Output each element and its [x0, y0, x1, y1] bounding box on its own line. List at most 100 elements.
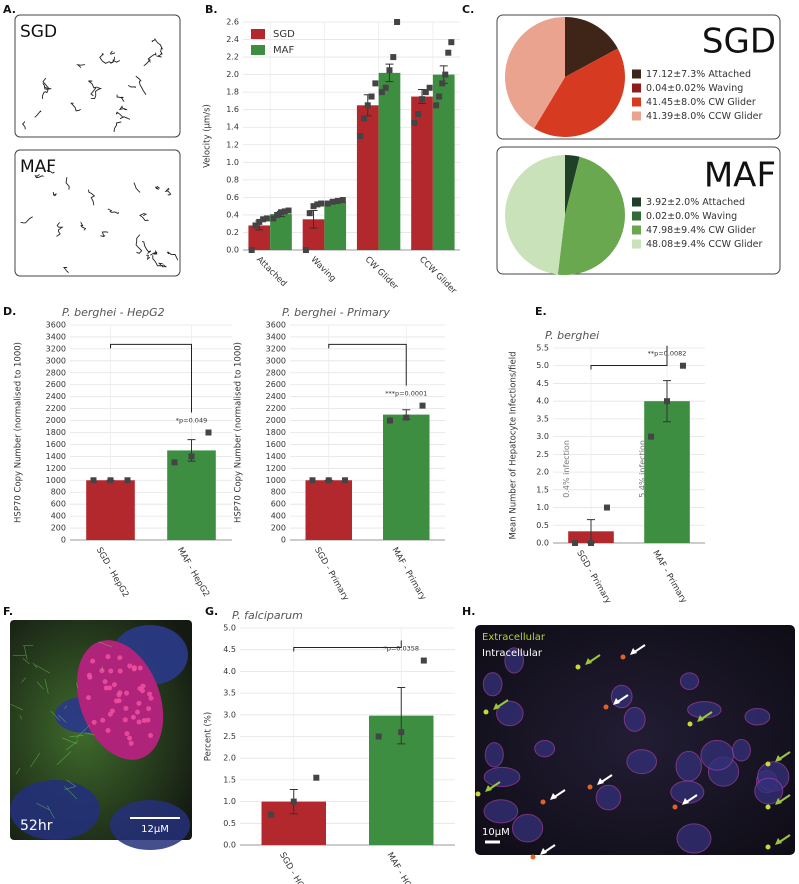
data-point: [309, 477, 316, 484]
legend-label: 47.98±9.4% CW Glider: [646, 225, 756, 236]
filament: [56, 751, 72, 765]
data-point: [398, 729, 405, 736]
dot: [105, 727, 111, 733]
cell: [744, 707, 771, 726]
y-tick-label: 2800: [266, 368, 286, 377]
chart-title: P. falciparum: [232, 609, 303, 622]
pie-slice: [565, 156, 580, 215]
bar-note: 5.4% infection: [638, 440, 647, 498]
parasite: [687, 721, 693, 727]
y-tick-label: 1000: [266, 476, 286, 485]
pie-title: SGD: [702, 22, 776, 62]
filament: [15, 768, 21, 775]
y-tick-label: 1.2: [226, 140, 239, 149]
y-tick-label: 2200: [266, 404, 286, 413]
cell: [496, 700, 524, 727]
parasite: [765, 804, 771, 810]
filament: [21, 677, 26, 683]
cell: [754, 777, 784, 805]
y-tick-label: 1.5: [536, 485, 549, 494]
data-point: [588, 540, 594, 546]
y-tick-label: 2800: [46, 368, 66, 377]
dot: [137, 665, 143, 671]
trail: [146, 254, 151, 261]
chart-title: P. berghei - HepG2: [62, 306, 165, 319]
filament: [47, 805, 55, 819]
arrow-head: [540, 848, 547, 855]
filament: [10, 703, 24, 711]
dot: [148, 733, 154, 739]
y-tick-label: 1600: [46, 440, 66, 449]
y-tick-label: 2.6: [226, 18, 239, 27]
legend-swatch: [632, 83, 641, 93]
y-tick-label: 1.0: [536, 503, 549, 512]
data-point: [260, 216, 267, 223]
data-point: [256, 218, 263, 225]
data-point: [171, 459, 178, 466]
data-point: [664, 398, 670, 405]
legend-value: 41.45±8.0%: [646, 97, 705, 108]
dot: [123, 705, 129, 711]
y-tick-label: 1.0: [223, 797, 236, 806]
y-tick-label: 0.5: [536, 521, 549, 530]
bar: [324, 201, 347, 250]
data-point: [306, 210, 313, 217]
filament: [44, 678, 49, 694]
trail: [80, 221, 87, 231]
panel-label: A.: [3, 3, 16, 16]
data-point: [188, 453, 195, 460]
arrow-head: [493, 703, 500, 710]
data-point: [313, 774, 320, 781]
legend-value: 41.39±8.0%: [646, 111, 705, 122]
legend-category: Attached: [702, 197, 745, 208]
trail: [127, 85, 136, 88]
trail: [164, 187, 172, 196]
trail: [154, 38, 164, 55]
trail: [70, 102, 81, 112]
data-point: [368, 93, 375, 100]
legend-value: 0.02±0.0%: [646, 211, 699, 222]
panel-label: E.: [535, 305, 547, 318]
trail: [150, 250, 158, 256]
trail: [143, 52, 157, 67]
legend-value: 47.98±9.4%: [646, 225, 705, 236]
y-tick-label: 2.5: [536, 450, 549, 459]
y-tick-label: 0.0: [536, 539, 549, 548]
y-tick-label: 0.5: [223, 819, 236, 828]
trail: [87, 80, 98, 97]
dot: [127, 735, 133, 741]
data-point: [310, 203, 317, 210]
parasite: [765, 844, 771, 850]
dot: [117, 690, 123, 696]
y-tick-label: 600: [51, 500, 66, 509]
legend-category: Attached: [708, 69, 751, 80]
arrow-head: [485, 785, 492, 792]
y-tick-label: 800: [51, 488, 66, 497]
arrow-head: [775, 755, 782, 762]
parasite-nuclei: [10, 641, 154, 819]
y-tick-label: 400: [51, 512, 66, 521]
data-point: [281, 208, 288, 215]
y-tick-label: 5.5: [536, 344, 549, 353]
data-point: [248, 247, 255, 253]
data-point: [270, 215, 277, 222]
y-tick-label: 3600: [266, 321, 286, 330]
y-tick-label: 3.0: [536, 432, 549, 441]
data-point: [268, 811, 275, 818]
dot: [131, 666, 137, 672]
dot: [86, 695, 92, 701]
parasite: [620, 654, 626, 660]
cell: [626, 749, 657, 775]
trail: [135, 75, 147, 95]
cell: [687, 701, 722, 719]
y-axis-title: HSP70 Copy Number (normalised to 1000): [14, 342, 24, 523]
legend-value: 3.92±2.0%: [646, 197, 699, 208]
trail: [118, 105, 128, 111]
arrow-head: [597, 778, 604, 785]
trail: [34, 110, 42, 118]
legend-label: SGD: [273, 29, 295, 40]
legend-label: 0.02±0.0% Waving: [646, 211, 737, 222]
bar: [383, 414, 430, 540]
filament: [64, 786, 76, 790]
parasite: [672, 804, 678, 810]
